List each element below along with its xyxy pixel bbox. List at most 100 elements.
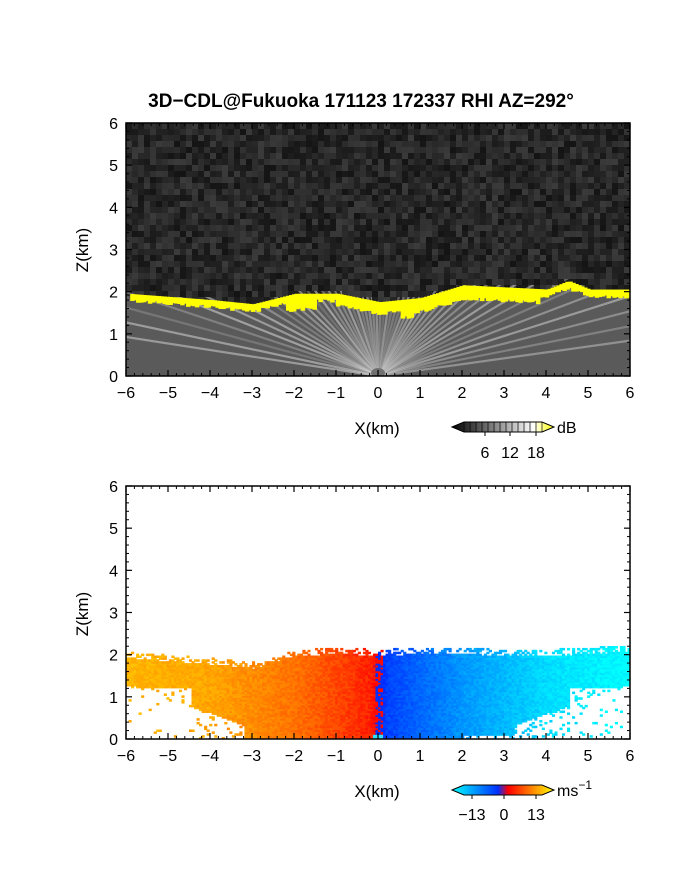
snr-free-atmosphere [126, 123, 630, 303]
snr-noise-cell [300, 141, 306, 147]
snr-noise-cell [426, 171, 432, 177]
snr-noise-cell [150, 165, 156, 171]
snr-noise-cell [420, 141, 426, 147]
snr-noise-cell [204, 189, 210, 195]
snr-noise-cell [540, 135, 546, 141]
snr-noise-cell [354, 183, 360, 189]
snr-noise-cell [156, 123, 162, 129]
snr-noise-cell [276, 195, 282, 201]
snr-noise-cell [474, 159, 480, 165]
snr-noise-cell [138, 195, 144, 201]
snr-noise-cell [312, 207, 318, 213]
snr-noise-cell [162, 201, 168, 207]
snr-noise-cell [588, 171, 594, 177]
snr-noise-cell [414, 171, 420, 177]
snr-noise-cell [444, 207, 450, 213]
snr-noise-cell [282, 153, 288, 159]
snr-noise-cell [528, 183, 534, 189]
snr-noise-cell [258, 141, 264, 147]
snr-noise-cell [582, 159, 588, 165]
snr-noise-cell [426, 123, 432, 129]
snr-noise-cell [336, 171, 342, 177]
snr-noise-cell [282, 135, 288, 141]
snr-noise-cell [246, 207, 252, 213]
snr-noise-cell [420, 147, 426, 153]
snr-noise-cell [492, 129, 498, 135]
snr-noise-cell [516, 159, 522, 165]
snr-noise-cell [390, 177, 396, 183]
snr-noise-cell [516, 123, 522, 129]
snr-noise-cell [558, 147, 564, 153]
snr-noise-cell [576, 195, 582, 201]
snr-noise-cell [306, 153, 312, 159]
snr-noise-cell [246, 195, 252, 201]
snr-noise-cell [534, 195, 540, 201]
snr-noise-cell [426, 189, 432, 195]
snr-noise-cell [570, 147, 576, 153]
snr-noise-cell [324, 213, 330, 219]
snr-beam-ray [377, 226, 630, 376]
snr-noise-cell [426, 153, 432, 159]
snr-noise-cell [438, 165, 444, 171]
snr-noise-cell [360, 183, 366, 189]
snr-noise-cell [570, 141, 576, 147]
snr-noise-cell [546, 183, 552, 189]
snr-noise-cell [420, 207, 426, 213]
snr-noise-cell [612, 177, 618, 183]
snr-noise-cell [300, 159, 306, 165]
snr-noise-cell [360, 141, 366, 147]
snr-noise-cell [528, 165, 534, 171]
snr-noise-cell [600, 129, 606, 135]
snr-noise-cell [474, 123, 480, 129]
snr-noise-cell [438, 141, 444, 147]
snr-noise-cell [450, 207, 456, 213]
snr-noise-cell [498, 183, 504, 189]
snr-noise-cell [282, 147, 288, 153]
snr-noise-cell [438, 123, 444, 129]
snr-noise-cell [168, 213, 174, 219]
snr-noise-cell [234, 135, 240, 141]
snr-noise-cell [360, 201, 366, 207]
snr-noise-cell [432, 129, 438, 135]
snr-noise-cell [570, 201, 576, 207]
snr-noise-cell [150, 207, 156, 213]
snr-noise-cell [564, 207, 570, 213]
snr-noise-cell [336, 207, 342, 213]
snr-noise-cell [264, 129, 270, 135]
snr-noise-cell [228, 171, 234, 177]
snr-noise-cell [222, 207, 228, 213]
snr-noise-cell [138, 201, 144, 207]
snr-noise-cell [402, 165, 408, 171]
snr-noise-cell [336, 195, 342, 201]
snr-noise-cell [576, 159, 582, 165]
snr-noise-cell [138, 189, 144, 195]
snr-noise-cell [600, 123, 606, 129]
snr-noise-cell [312, 183, 318, 189]
snr-noise-cell [558, 123, 564, 129]
snr-noise-cell [582, 123, 588, 129]
snr-noise-cell [588, 177, 594, 183]
snr-noise-cell [420, 165, 426, 171]
snr-noise-cell [618, 189, 624, 195]
snr-noise-cell [582, 141, 588, 147]
snr-noise-cell [378, 153, 384, 159]
snr-noise-cell [408, 129, 414, 135]
snr-noise-cell [624, 135, 630, 141]
snr-noise-cell [312, 195, 318, 201]
snr-noise-cell [132, 165, 138, 171]
snr-noise-cell [414, 177, 420, 183]
snr-noise-cell [270, 183, 276, 189]
snr-noise-cell [558, 141, 564, 147]
snr-noise-cell [228, 135, 234, 141]
snr-noise-cell [342, 183, 348, 189]
snr-noise-cell [156, 141, 162, 147]
snr-noise-cell [204, 201, 210, 207]
snr-noise-cell [504, 135, 510, 141]
snr-noise-cell [516, 135, 522, 141]
snr-noise-cell [288, 159, 294, 165]
snr-noise-cell [480, 129, 486, 135]
snr-noise-cell [168, 183, 174, 189]
snr-noise-cell [168, 165, 174, 171]
snr-noise-cell [234, 201, 240, 207]
snr-noise-cell [396, 141, 402, 147]
